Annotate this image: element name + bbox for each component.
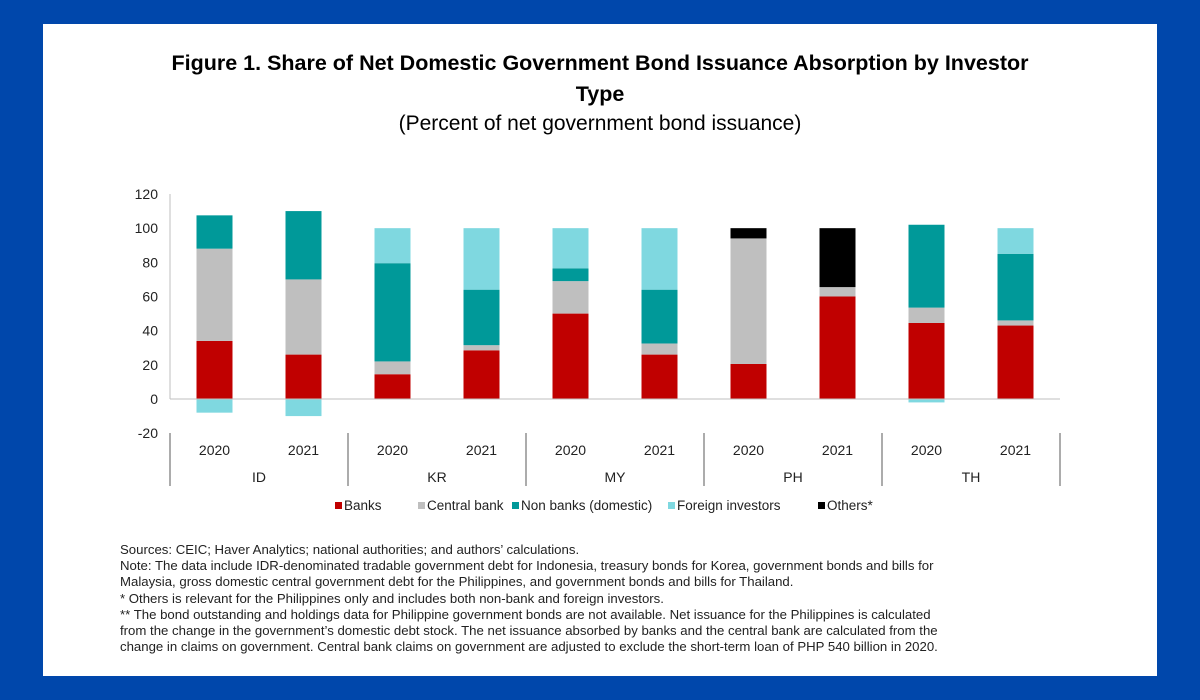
legend-label: Central bank xyxy=(427,498,504,513)
legend-label: Banks xyxy=(344,498,382,513)
chart-title-line1: Figure 1. Share of Net Domestic Governme… xyxy=(171,51,1029,75)
y-tick-label: -20 xyxy=(138,425,158,441)
bar-segment-foreign-investors xyxy=(374,228,411,264)
bar-segment-non-banks-domestic xyxy=(374,263,411,362)
bar-segment-foreign-investors xyxy=(196,399,233,413)
bar-segment-banks xyxy=(285,354,322,399)
bar-segment-central-bank xyxy=(374,361,411,375)
bar-segment-non-banks-domestic xyxy=(285,211,322,280)
bar-segment-banks xyxy=(552,313,589,399)
note-line: ** The bond outstanding and holdings dat… xyxy=(120,606,931,622)
x-tick-label: 2021 xyxy=(644,442,675,458)
bar-segment-central-bank xyxy=(285,279,322,355)
legend-label: Others* xyxy=(827,498,874,513)
bar-segment-banks xyxy=(908,322,945,399)
x-tick-label: 2021 xyxy=(466,442,497,458)
chart-title: Figure 1. Share of Net Domestic Governme… xyxy=(43,48,1157,110)
x-group-label: KR xyxy=(427,469,446,485)
note-line: Note: The data include IDR-denominated t… xyxy=(120,558,934,574)
x-group-label: TH xyxy=(962,469,981,485)
note-line: from the change in the government’s dome… xyxy=(120,623,938,639)
bar-segment-banks xyxy=(730,363,767,399)
figure-notes: Sources: CEIC; Haver Analytics; national… xyxy=(120,542,1150,655)
bar-segment-banks xyxy=(463,350,500,399)
x-tick-label: 2021 xyxy=(288,442,319,458)
bar-segment-banks xyxy=(997,325,1034,399)
bar-segment-central-bank xyxy=(196,248,233,341)
x-tick-label: 2020 xyxy=(199,442,230,458)
x-tick-label: 2021 xyxy=(1000,442,1031,458)
legend-swatch xyxy=(512,502,519,509)
y-tick-label: 40 xyxy=(142,323,158,339)
note-line: change in claims on government. Central … xyxy=(120,639,938,655)
bar-segment-non-banks-domestic xyxy=(908,224,945,308)
chart-title-line2: Type xyxy=(575,82,625,106)
x-tick-label: 2021 xyxy=(822,442,853,458)
y-tick-label: 120 xyxy=(135,186,159,202)
y-tick-label: 100 xyxy=(135,220,159,236)
bar-segment-non-banks-domestic xyxy=(463,289,500,346)
x-tick-label: 2020 xyxy=(377,442,408,458)
bar-segment-others xyxy=(730,228,767,239)
legend-swatch xyxy=(335,502,342,509)
bar-segment-banks xyxy=(196,340,233,399)
bar-segment-central-bank xyxy=(730,238,767,364)
x-tick-label: 2020 xyxy=(555,442,586,458)
bar-segment-central-bank xyxy=(908,307,945,323)
bar-segment-central-bank xyxy=(552,281,589,314)
x-tick-label: 2020 xyxy=(911,442,942,458)
x-group-label: ID xyxy=(252,469,266,485)
bar-segment-banks xyxy=(819,296,856,399)
legend-swatch xyxy=(818,502,825,509)
legend-swatch xyxy=(418,502,425,509)
legend-swatch xyxy=(668,502,675,509)
note-line: * Others is relevant for the Philippines… xyxy=(120,590,664,606)
bar-segment-non-banks-domestic xyxy=(641,289,678,344)
x-group-label: PH xyxy=(783,469,802,485)
bar-segment-banks xyxy=(374,374,411,399)
stacked-bar-chart: -20 0 20 40 60 80 100 120 2020 2021 2020 2021 2020 20… xyxy=(135,186,1061,513)
bar-segment-central-bank xyxy=(997,320,1034,326)
bar-segment-foreign-investors xyxy=(285,399,322,417)
x-tick-label: 2020 xyxy=(733,442,764,458)
bar-segment-non-banks-domestic xyxy=(997,253,1034,321)
bar-segment-central-bank xyxy=(819,287,856,297)
note-line: Malaysia, gross domestic central governm… xyxy=(120,574,794,590)
chart-subtitle: (Percent of net government bond issuance… xyxy=(398,112,802,135)
bar-segment-foreign-investors xyxy=(552,228,589,269)
bar-segment-banks xyxy=(641,354,678,399)
bar-segment-central-bank xyxy=(463,345,500,351)
x-group-label: MY xyxy=(605,469,627,485)
y-tick-label: 20 xyxy=(142,357,158,373)
bar-segment-foreign-investors xyxy=(997,228,1034,254)
legend-label: Foreign investors xyxy=(677,498,781,513)
bar-segment-foreign-investors xyxy=(463,228,500,290)
bar-segment-others xyxy=(819,228,856,288)
y-tick-label: 0 xyxy=(150,391,158,407)
bar-segment-foreign-investors xyxy=(641,228,678,290)
bar-segment-non-banks-domestic xyxy=(196,215,233,249)
y-tick-label: 60 xyxy=(142,289,158,305)
y-tick-label: 80 xyxy=(142,254,158,270)
bar-segment-foreign-investors xyxy=(908,399,945,403)
legend-label: Non banks (domestic) xyxy=(521,498,652,513)
note-line: Sources: CEIC; Haver Analytics; national… xyxy=(120,542,580,557)
bar-segment-non-banks-domestic xyxy=(552,268,589,282)
bar-segment-central-bank xyxy=(641,343,678,355)
figure-panel: Figure 1. Share of Net Domestic Governme… xyxy=(43,24,1157,676)
